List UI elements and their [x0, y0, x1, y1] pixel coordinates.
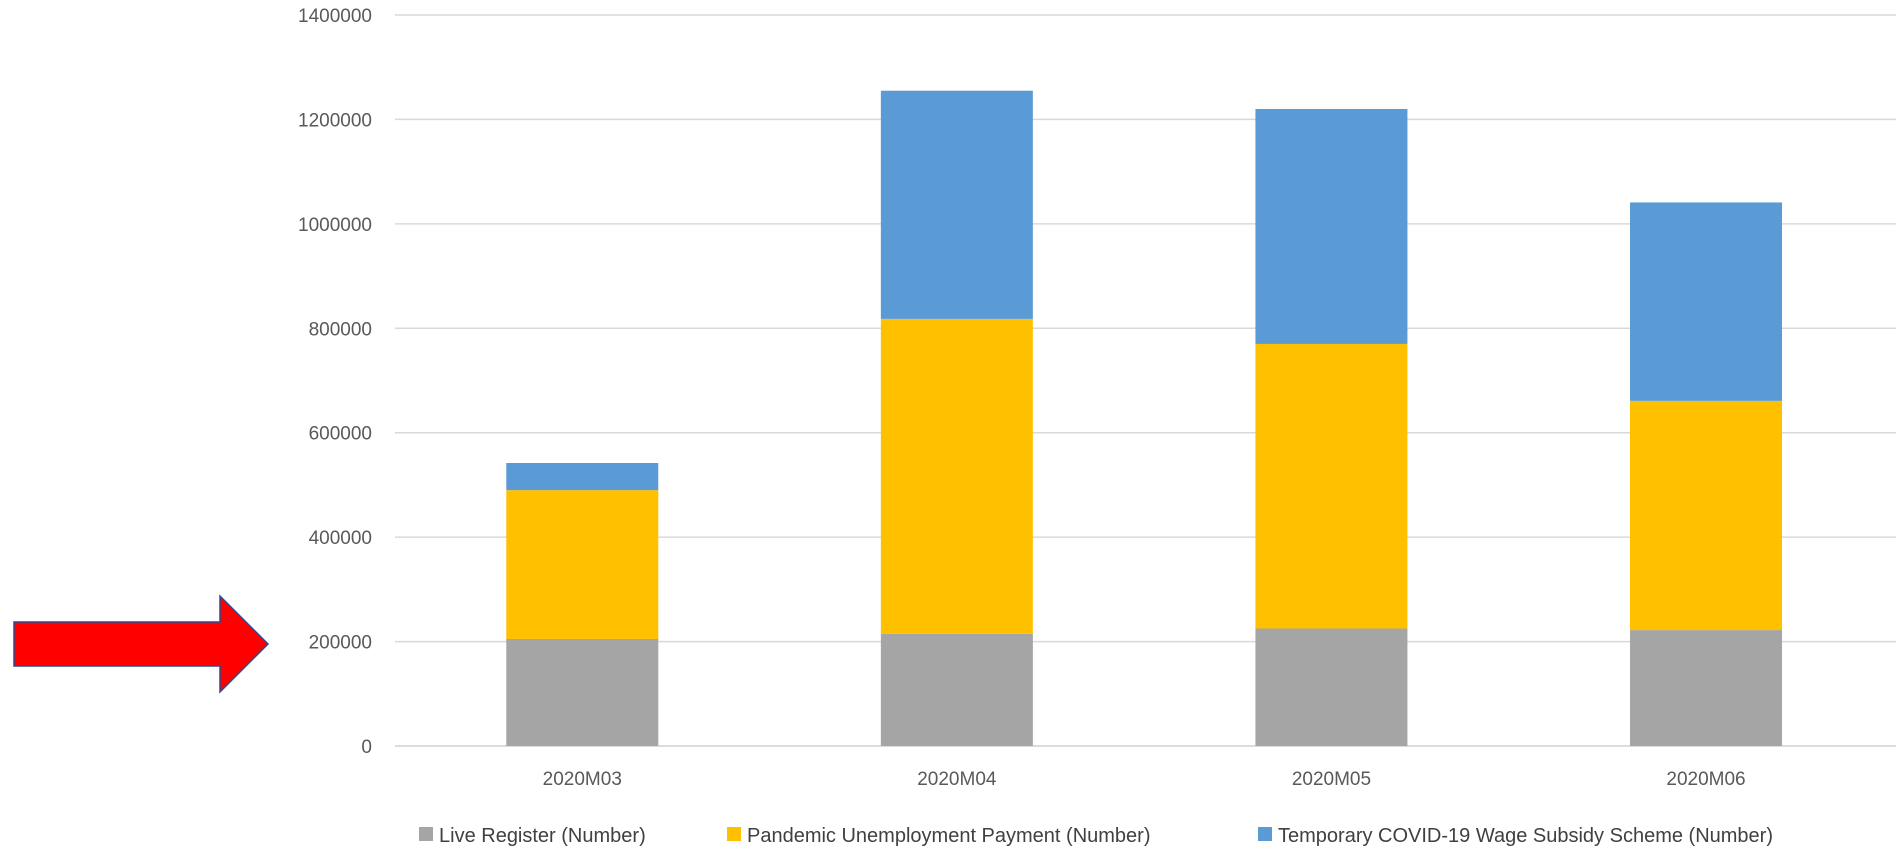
bar-segment-2020M06-series-2 — [1630, 400, 1783, 631]
x-tick-label: 2020M03 — [543, 769, 622, 790]
legend: Live Register (Number) Pandemic Unemploym… — [419, 825, 1773, 847]
legend-label: Temporary COVID-19 Wage Subsidy Scheme (… — [1278, 825, 1773, 847]
y-tick-label: 600000 — [309, 424, 372, 445]
bar-segment-2020M04-series-2 — [880, 318, 1033, 634]
bar-segment-2020M06-series-1 — [1630, 630, 1783, 746]
bar-segment-2020M03-series-3 — [506, 462, 659, 491]
y-axis-tick-labels: 0 200000 400000 600000 800000 1000000 1200000 1… — [298, 6, 372, 758]
y-tick-label: 1000000 — [298, 215, 372, 236]
y-tick-label: 800000 — [309, 319, 372, 340]
bar-segment-2020M06-series-3 — [1630, 202, 1783, 401]
bar-segment-2020M04-series-3 — [880, 90, 1033, 319]
legend-swatch — [419, 827, 433, 841]
x-tick-label: 2020M06 — [1666, 769, 1745, 790]
legend-label: Pandemic Unemployment Payment (Number) — [747, 825, 1151, 847]
bar-segment-2020M03-series-1 — [506, 638, 659, 746]
bar-segment-2020M05-series-2 — [1255, 343, 1408, 629]
bar-segment-2020M03-series-2 — [506, 490, 659, 639]
x-axis-tick-labels: 2020M03 2020M04 2020M05 2020M06 — [543, 769, 1746, 790]
bar-segment-2020M05-series-3 — [1255, 108, 1408, 344]
x-tick-label: 2020M04 — [917, 769, 997, 790]
y-tick-label: 0 — [361, 737, 372, 758]
red-arrow-annotation — [13, 594, 270, 694]
y-tick-label: 200000 — [309, 633, 372, 654]
x-tick-label: 2020M05 — [1292, 769, 1371, 790]
y-tick-label: 400000 — [309, 528, 372, 549]
bar-segment-2020M05-series-1 — [1255, 628, 1408, 746]
legend-swatch — [1258, 827, 1272, 841]
bars — [506, 90, 1783, 746]
bar-segment-2020M04-series-1 — [880, 633, 1033, 746]
y-tick-label: 1200000 — [298, 110, 372, 131]
legend-swatch — [727, 827, 741, 841]
y-tick-label: 1400000 — [298, 6, 372, 27]
legend-label: Live Register (Number) — [439, 825, 646, 847]
